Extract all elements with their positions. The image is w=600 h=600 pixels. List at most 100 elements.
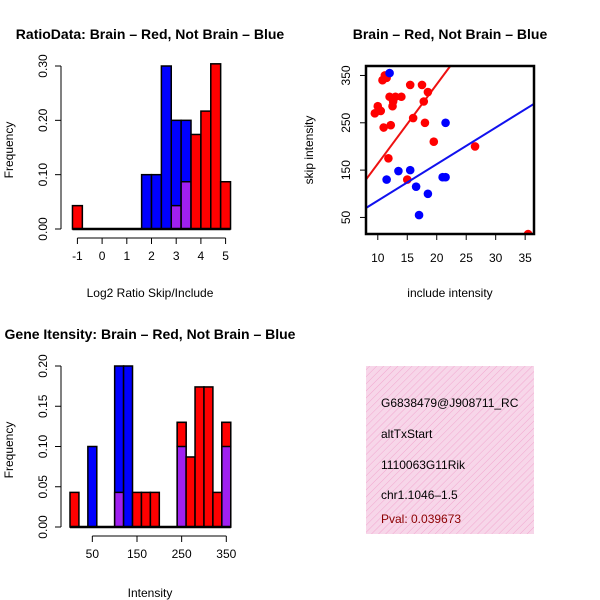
intensity-scatter-ylabel: skip intensity — [302, 116, 316, 185]
intensity-y-tick-label: 0.00 — [36, 515, 50, 539]
intensity-bar-brain — [185, 456, 196, 528]
ratio-bar-brain — [170, 204, 182, 230]
scatter-point-brain — [384, 153, 393, 163]
ratio-x-tick-label: 3 — [173, 249, 180, 263]
ratio-histogram-axes: 0.00 0.10 0.20 0.30 -1 0 1 2 3 4 5 — [36, 54, 231, 263]
scatter-point-brain — [379, 123, 388, 132]
scatter-fit-line-not-brain — [366, 103, 534, 209]
scatter-y-tick-label: 250 — [339, 112, 353, 132]
scatter-point-brain — [419, 97, 429, 106]
ratio-bar-not-brain — [160, 65, 173, 230]
scatter-x-tick-label: 30 — [489, 251, 503, 265]
info-panel: G6838479@J908711_RC altTxStart 1110063G1… — [366, 366, 534, 534]
scatter-point-not-brain — [411, 182, 421, 191]
scatter-point-brain — [417, 80, 427, 90]
gene-intensity-title: Gene Itensity: Brain – Red, Not Brain – … — [5, 326, 296, 342]
gene-intensity-axes: 0.00 0.05 0.10 0.15 0.20 50 150 250 350 — [36, 354, 236, 561]
scatter-point-not-brain — [441, 118, 450, 128]
scatter-point-not-brain — [414, 210, 424, 220]
intensity-bar-brain — [69, 491, 80, 528]
intensity-bar-brain — [131, 491, 143, 528]
intensity-bar-not-brain — [87, 445, 98, 528]
scatter-frame — [364, 64, 536, 236]
intensity-y-tick-label: 0.05 — [36, 475, 50, 499]
scatter-point-not-brain — [405, 165, 415, 175]
intensity-x-tick-label: 50 — [86, 547, 100, 561]
ratio-bar-brain — [180, 180, 192, 230]
scatter-point-brain — [386, 120, 396, 130]
scatter-point-brain — [405, 80, 415, 90]
ratio-bar-brain — [200, 110, 212, 230]
gene-intensity-histogram: Gene Itensity: Brain – Red, Not Brain – … — [2, 326, 296, 600]
scatter-fit-line-brain — [366, 66, 452, 181]
ratio-bar-brain — [71, 204, 84, 230]
intensity-x-tick-label: 350 — [216, 547, 236, 561]
info-location: chr1.1046–1.5 — [381, 488, 458, 502]
intensity-bar-brain — [113, 491, 125, 528]
scatter-x-tick-label: 35 — [518, 251, 532, 265]
info-event-type: altTxStart — [381, 427, 433, 441]
ratio-bar-brain — [219, 180, 232, 230]
ratio-x-tick-label: 5 — [222, 249, 229, 263]
intensity-bar-brain — [203, 386, 214, 528]
scatter-point-not-brain — [441, 172, 450, 182]
scatter-point-brain — [420, 118, 430, 128]
scatter-point-not-brain — [385, 68, 394, 78]
scatter-y-tick-label: 50 — [339, 210, 353, 224]
scatter-point-brain — [397, 92, 406, 102]
scatter-point-brain — [408, 113, 418, 123]
scatter-point-brain — [391, 92, 400, 102]
scatter-x-tick-label: 10 — [371, 251, 385, 265]
ratio-x-tick-label: 4 — [198, 249, 205, 263]
intensity-bar-brain-top — [221, 421, 232, 448]
intensity-x-tick-label: 150 — [127, 547, 147, 561]
intensity-scatter-axes: 10 15 20 25 30 35 50 150 250 350 — [339, 64, 536, 265]
intensity-y-tick-label: 0.15 — [36, 394, 50, 418]
intensity-bar-not-brain — [122, 365, 134, 528]
intensity-scatter-marks — [366, 66, 534, 234]
scatter-point-brain — [376, 106, 386, 116]
ratio-histogram-ylabel: Frequency — [2, 122, 16, 179]
intensity-bar-brain — [212, 491, 223, 528]
intensity-scatter-title: Brain – Red, Not Brain – Blue — [353, 26, 548, 42]
ratio-x-tick-label: 0 — [99, 249, 106, 263]
ratio-bar-not-brain — [150, 173, 163, 230]
intensity-bar-brain — [194, 386, 205, 528]
ratio-histogram-xlabel: Log2 Ratio Skip/Include — [87, 286, 214, 300]
scatter-x-tick-label: 15 — [401, 251, 415, 265]
scatter-point-brain — [470, 142, 480, 151]
info-probe-id: G6838479@J908711_RC — [381, 396, 519, 410]
ratio-histogram-title: RatioData: Brain – Red, Not Brain – Blue — [16, 26, 285, 42]
gene-intensity-xlabel: Intensity — [128, 586, 173, 600]
scatter-y-tick-label: 150 — [339, 160, 353, 180]
ratio-y-tick-label: 0.30 — [36, 54, 50, 78]
gene-intensity-bars — [69, 365, 232, 528]
ratio-y-tick-label: 0.20 — [36, 108, 50, 132]
ratio-bar-brain — [210, 63, 222, 230]
scatter-point-not-brain — [423, 189, 433, 199]
ratio-bar-brain — [190, 133, 202, 230]
scatter-plot-area — [366, 66, 534, 234]
scatter-x-tick-label: 20 — [430, 251, 444, 265]
info-panel-hatch — [366, 366, 534, 534]
intensity-scatter-xlabel: include intensity — [407, 286, 492, 300]
ratio-histogram: RatioData: Brain – Red, Not Brain – Blue… — [2, 26, 284, 300]
ratio-histogram-bars — [71, 63, 232, 230]
intensity-x-tick-label: 250 — [172, 547, 192, 561]
info-pval: Pval: 0.039673 — [381, 512, 461, 526]
intensity-scatter: Brain – Red, Not Brain – Blue include in… — [302, 26, 547, 300]
ratio-x-tick-label: -1 — [72, 249, 83, 263]
intensity-bar-brain — [149, 491, 161, 528]
ratio-y-tick-label: 0.10 — [36, 163, 50, 187]
gene-intensity-ylabel: Frequency — [2, 422, 16, 479]
ratio-x-tick-label: 2 — [148, 249, 155, 263]
intensity-bar-brain-top — [176, 421, 187, 448]
scatter-x-tick-label: 25 — [460, 251, 474, 265]
intensity-y-tick-label: 0.10 — [36, 434, 50, 458]
scatter-point-not-brain — [382, 175, 391, 184]
intensity-bar-brain — [140, 491, 152, 528]
scatter-y-tick-label: 350 — [339, 65, 353, 85]
scatter-point-not-brain — [394, 166, 403, 176]
ratio-bar-not-brain — [140, 173, 153, 230]
